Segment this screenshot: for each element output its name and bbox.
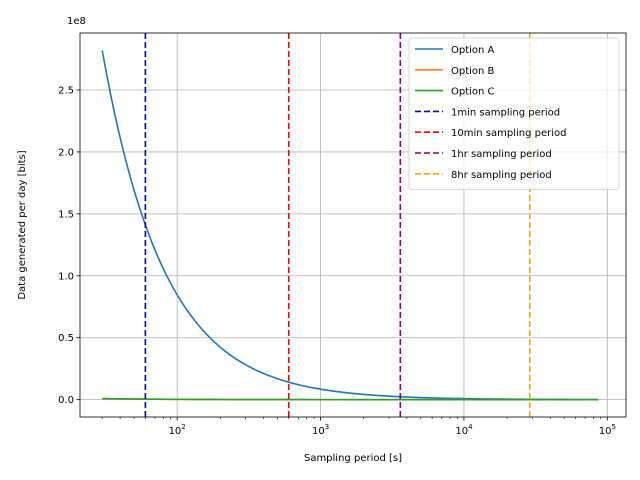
y-axis-ticks: 0.0 0.5 1.0 1.5 2.0 2.5: [58, 85, 80, 406]
legend-label: Option C: [451, 87, 495, 98]
x-tick-exponent: 3: [325, 423, 329, 431]
x-tick-label: 102: [169, 423, 186, 437]
x-tick-label: 105: [599, 423, 616, 437]
legend-label: 10min sampling period: [451, 128, 566, 139]
legend-label: 1min sampling period: [451, 107, 560, 118]
x-tick-base: 10: [599, 426, 612, 437]
legend-label: Option B: [451, 66, 495, 77]
x-tick-base: 10: [312, 426, 325, 437]
x-tick-exponent: 2: [181, 423, 185, 431]
y-tick-label: 1.0: [58, 271, 74, 282]
x-tick-label: 104: [455, 423, 473, 437]
y-tick-label: 2.0: [58, 147, 74, 158]
y-tick-label: 1.5: [58, 209, 74, 220]
legend-label: 1hr sampling period: [451, 149, 552, 160]
x-tick-base: 10: [169, 426, 182, 437]
y-tick-label: 0.5: [58, 333, 74, 344]
legend: Option A Option B Option C 1min sampling pe…: [408, 37, 620, 191]
x-tick-exponent: 5: [611, 423, 615, 431]
x-tick-base: 10: [455, 426, 468, 437]
y-tick-label: 0.0: [58, 395, 74, 406]
plot-frame: [79, 32, 627, 418]
series-line-3: [102, 397, 599, 401]
legend-box: [408, 37, 620, 191]
legend-label: Option A: [451, 45, 495, 56]
x-axis-ticks: 102 103 104 105: [101, 417, 616, 437]
y-tick-label: 2.5: [58, 85, 74, 96]
y-axis-label: Data generated per day [bits]: [17, 150, 28, 299]
plot-series: [101, 50, 599, 401]
x-axis-label: Sampling period [s]: [304, 453, 402, 464]
y-offset-label: 1e8: [67, 16, 86, 27]
x-tick-exponent: 4: [468, 423, 473, 431]
x-tick-label: 103: [312, 423, 329, 437]
legend-label: 8hr sampling period: [451, 170, 552, 181]
